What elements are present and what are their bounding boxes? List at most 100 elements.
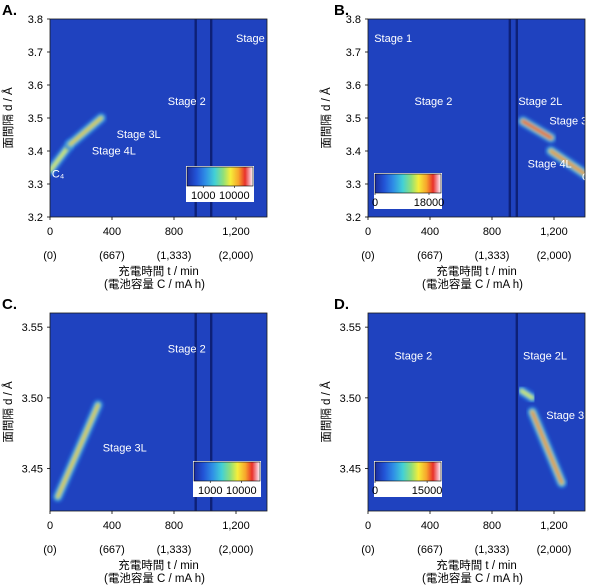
x-tick-label: 400 — [421, 226, 439, 238]
colorbar-gradient — [193, 461, 261, 482]
panel-3: C. Stage 2 Stage 3L 0 (0) 400 (667) 800 (1,333) 1… — [2, 296, 268, 585]
dark-line — [210, 19, 213, 217]
colorbar-gradient — [374, 461, 442, 482]
x-axis-title: 充電時間 t / min — [118, 264, 199, 278]
y-tick-label: 3.6 — [346, 80, 361, 92]
panel-letter: A. — [2, 2, 17, 19]
x-tick-label-capacity: (0) — [43, 250, 56, 262]
x-tick-label: 400 — [421, 520, 439, 532]
x-tick-label: 1,200 — [540, 226, 568, 238]
x-tick-label-capacity: (667) — [417, 250, 443, 262]
y-tick-label: 3.50 — [340, 393, 361, 405]
annotation-label: Stage 1 — [374, 33, 412, 45]
y-axis-title: 面間隔 d / Å — [2, 87, 15, 149]
y-tick-label: 3.4 — [346, 146, 361, 158]
x-axis-title-capacity: (電池容量 C / mA h) — [104, 277, 205, 291]
x-tick-label: 800 — [483, 226, 501, 238]
plot-frame — [367, 312, 586, 512]
dark-line — [508, 19, 512, 217]
y-tick-label: 3.45 — [22, 464, 43, 476]
y-axis-title: 面間隔 d / Å — [320, 381, 333, 443]
x-tick-label: 1,200 — [222, 520, 250, 532]
colorbar-tick-label: 18000 — [414, 197, 445, 209]
y-tick-label: 3.7 — [28, 47, 43, 59]
x-tick-label: 0 — [365, 226, 371, 238]
colorbar-tick-label: 0 — [372, 485, 378, 497]
y-tick-label: 3.45 — [340, 464, 361, 476]
y-tick-label: 3.50 — [22, 393, 43, 405]
panel-2: B. Stage 1 Stage 2 Stage 2L Stage 3L Stage 4L… — [320, 2, 595, 291]
colorbar: 1000 10000 — [193, 461, 261, 497]
y-tick-label: 3.2 — [28, 212, 43, 224]
colorbar-tick-label: 0 — [372, 197, 378, 209]
dark-line — [194, 19, 197, 217]
annotation-label: C₄ — [582, 172, 595, 184]
x-tick-label-capacity: (2,000) — [537, 544, 572, 556]
annotation-label: Stage 3L — [103, 443, 147, 455]
annotation-label: Stage 2 — [168, 344, 206, 356]
panel-letter: C. — [2, 296, 17, 313]
track-2 — [515, 385, 538, 404]
panel-1: A. Stage 1 Stage 2 Stage 3L Stage 4L C₄ 0 (0) 40… — [2, 2, 274, 291]
colorbar: 0 18000 — [372, 173, 444, 209]
annotation-label: Stage 3L — [546, 410, 590, 422]
x-tick-label: 0 — [47, 520, 53, 532]
track-1 — [50, 138, 76, 177]
x-tick-label-capacity: (0) — [361, 544, 374, 556]
heatmap-area — [50, 19, 267, 217]
y-axis-title: 面間隔 d / Å — [320, 87, 333, 149]
colorbar-tick-label: 10000 — [226, 485, 257, 497]
x-tick-label-capacity: (2,000) — [537, 250, 572, 262]
colorbar: 0 15000 — [372, 461, 442, 497]
y-tick-label: 3.5 — [346, 113, 361, 125]
x-axis-title-capacity: (電池容量 C / mA h) — [104, 571, 205, 585]
y-tick-label: 3.3 — [346, 179, 361, 191]
colorbar-tick-label: 10000 — [219, 190, 250, 202]
x-axis-title: 充電時間 t / min — [436, 264, 517, 278]
x-tick-label-capacity: (1,333) — [157, 544, 192, 556]
annotation-label: Stage 4L — [92, 145, 136, 157]
dark-line — [515, 19, 518, 217]
annotation-label: Stage 4L — [528, 159, 572, 171]
track-4 — [545, 145, 585, 180]
colorbar-label-backing — [186, 187, 254, 202]
colorbar-label-backing — [193, 482, 261, 497]
colorbar: 1000 10000 — [186, 166, 254, 202]
annotation-label: Stage 2L — [518, 96, 562, 108]
colorbar-label-backing — [374, 194, 442, 209]
panel-letter: B. — [334, 2, 349, 19]
x-tick-label-capacity: (667) — [99, 250, 125, 262]
dark-line — [194, 313, 197, 511]
x-tick-label: 800 — [165, 520, 183, 532]
annotation-label: Stage 2 — [415, 96, 453, 108]
annotation-label: Stage 2L — [523, 351, 567, 363]
x-tick-label: 0 — [365, 520, 371, 532]
y-tick-label: 3.55 — [340, 322, 361, 334]
x-tick-label: 400 — [103, 520, 121, 532]
colorbar-tick-label: 1000 — [198, 485, 222, 497]
x-tick-label-capacity: (1,333) — [475, 250, 510, 262]
x-axis-title-capacity: (電池容量 C / mA h) — [422, 277, 523, 291]
colorbar-gradient — [186, 166, 254, 187]
y-tick-label: 3.8 — [28, 14, 43, 26]
x-tick-label-capacity: (1,333) — [157, 250, 192, 262]
x-tick-label-capacity: (0) — [361, 250, 374, 262]
y-tick-label: 3.3 — [28, 179, 43, 191]
annotation-label: C₄ — [52, 168, 65, 180]
colorbar-tick-label: 1000 — [191, 190, 215, 202]
x-tick-label: 400 — [103, 226, 121, 238]
annotation-label: Stage 3L — [117, 129, 161, 141]
y-tick-label: 3.4 — [28, 146, 43, 158]
x-tick-label-capacity: (2,000) — [219, 544, 254, 556]
y-tick-label: 3.5 — [28, 113, 43, 125]
x-axis-title-capacity: (電池容量 C / mA h) — [422, 571, 523, 585]
x-tick-label-capacity: (1,333) — [475, 544, 510, 556]
x-tick-label-capacity: (667) — [417, 544, 443, 556]
annotation-label: Stage 1 — [236, 33, 274, 45]
x-tick-label: 800 — [483, 520, 501, 532]
y-tick-label: 3.8 — [346, 14, 361, 26]
track-3 — [517, 115, 557, 144]
track-core — [521, 119, 553, 140]
